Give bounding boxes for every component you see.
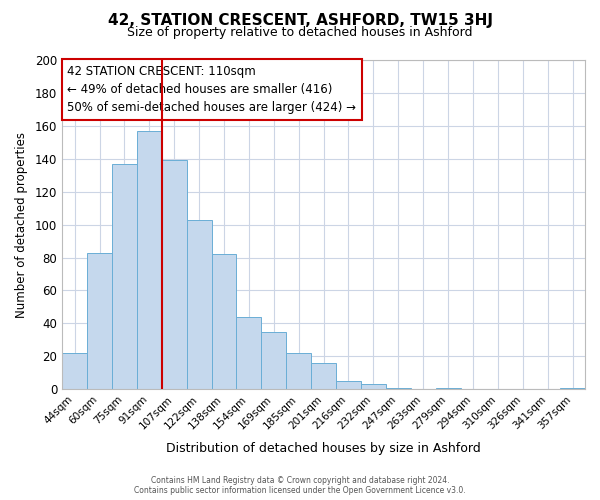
Bar (436, 388, 461, 389)
Bar (286, 353, 311, 389)
Bar (311, 363, 336, 389)
Bar (386, 388, 411, 389)
Bar (137, 131, 162, 389)
Text: 42 STATION CRESCENT: 110sqm
← 49% of detached houses are smaller (416)
50% of se: 42 STATION CRESCENT: 110sqm ← 49% of det… (67, 65, 356, 114)
Bar (262, 332, 286, 389)
Bar (361, 384, 386, 389)
Bar (87, 252, 112, 389)
Y-axis label: Number of detached properties: Number of detached properties (15, 132, 28, 318)
Bar (212, 254, 236, 389)
Bar (62, 353, 87, 389)
Bar (560, 388, 585, 389)
X-axis label: Distribution of detached houses by size in Ashford: Distribution of detached houses by size … (166, 442, 481, 455)
Bar (336, 381, 361, 389)
Bar (236, 317, 262, 389)
Bar (162, 160, 187, 389)
Text: Contains HM Land Registry data © Crown copyright and database right 2024.
Contai: Contains HM Land Registry data © Crown c… (134, 476, 466, 495)
Bar (112, 164, 137, 389)
Text: Size of property relative to detached houses in Ashford: Size of property relative to detached ho… (127, 26, 473, 39)
Text: 42, STATION CRESCENT, ASHFORD, TW15 3HJ: 42, STATION CRESCENT, ASHFORD, TW15 3HJ (107, 12, 493, 28)
Bar (187, 220, 212, 389)
